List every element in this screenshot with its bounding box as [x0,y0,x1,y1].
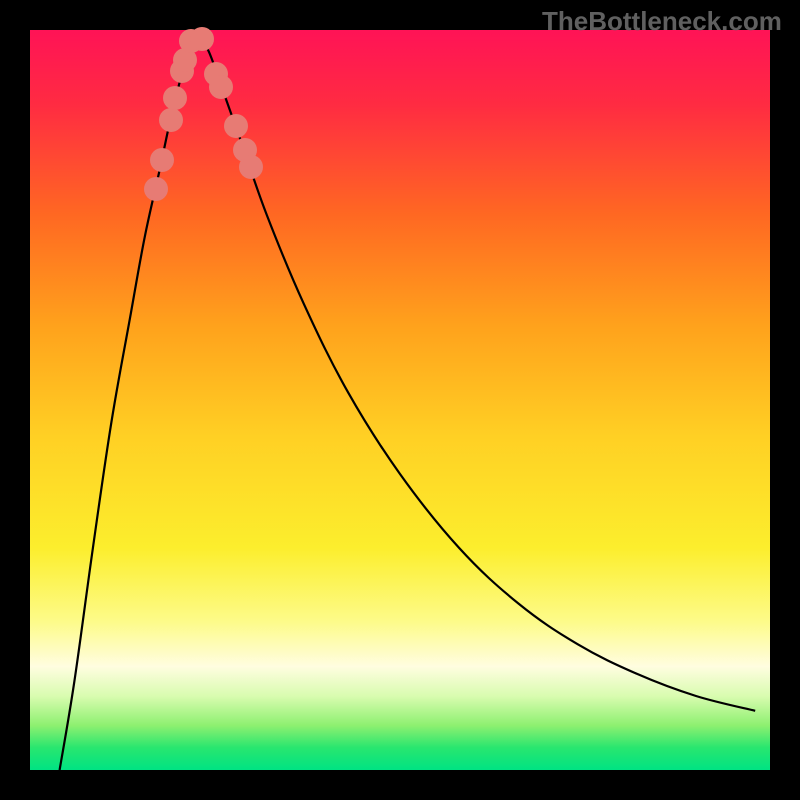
data-point [190,27,214,51]
gradient-background [30,30,770,770]
data-point [163,86,187,110]
data-point [209,75,233,99]
data-point [150,148,174,172]
data-point [144,177,168,201]
data-point [224,114,248,138]
plot-area [30,30,770,770]
data-point [239,155,263,179]
watermark-text: TheBottleneck.com [542,6,782,37]
data-point [159,108,183,132]
